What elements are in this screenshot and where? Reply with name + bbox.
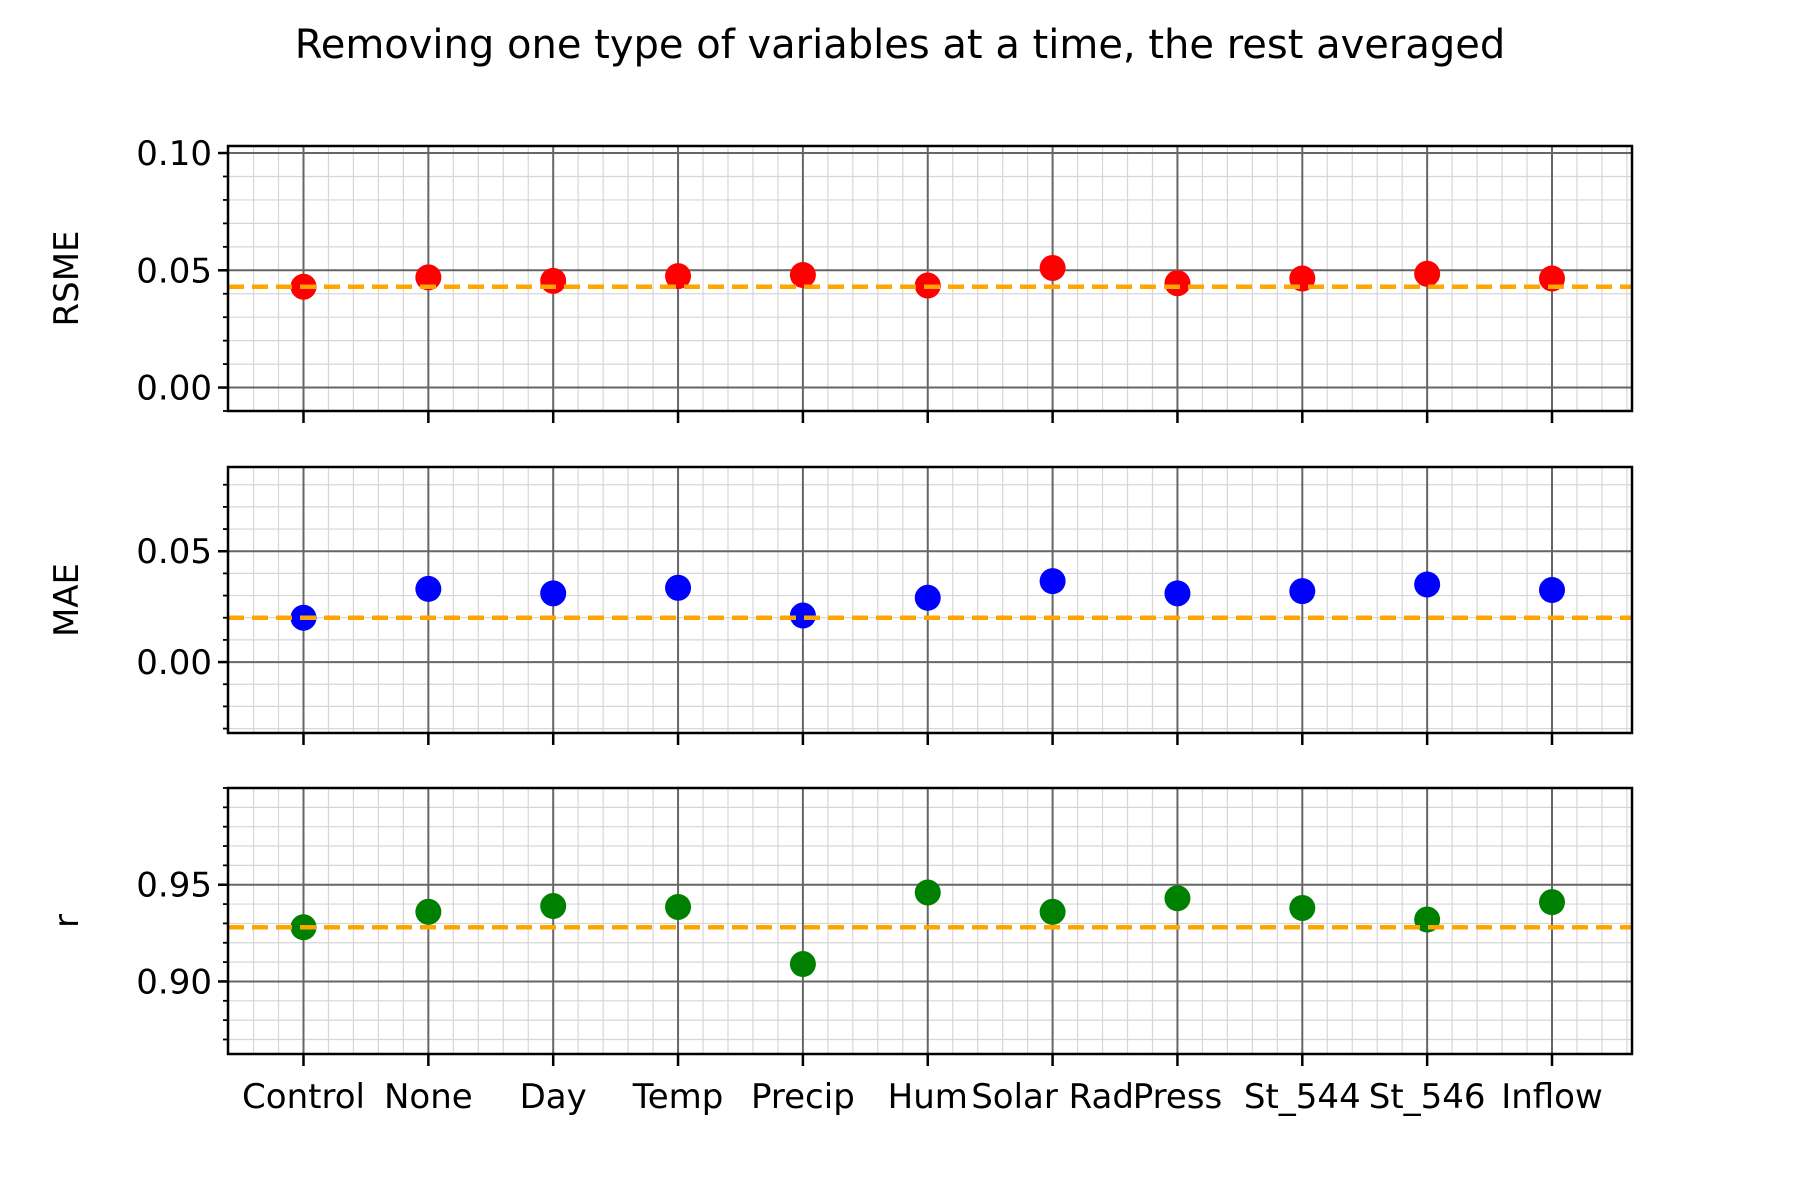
data-point-inflow (1539, 577, 1565, 604)
y-tick-label: 0.10 (136, 134, 212, 174)
panel-rsme: 0.00 0.05 0.10 RSME (47, 134, 1634, 423)
x-tick-label: Inflow (1501, 1077, 1603, 1117)
panels: 0.00 0.05 0.10 RSME 0.00 0.05 MAE 0.90 0.95 r Cont… (47, 134, 1634, 1117)
grid (228, 788, 1632, 1054)
plot-frame (226, 144, 1634, 413)
data-point-inflow (1539, 889, 1565, 916)
x-tick-label: Press (1133, 1077, 1222, 1117)
y-tick-label: 0.05 (136, 532, 212, 572)
panel-mae: 0.00 0.05 MAE (47, 465, 1634, 745)
data-point-temp (665, 574, 692, 601)
data-point-none (415, 264, 442, 291)
y-axis-label: r (47, 914, 87, 928)
data-point-st-546 (1414, 260, 1441, 287)
y-axis-label: MAE (47, 563, 87, 637)
data-point-precip (789, 261, 816, 288)
points (290, 568, 1565, 631)
y-tick-label: 0.95 (136, 866, 212, 906)
x-tick-label: Temp (632, 1077, 724, 1117)
data-point-st-544 (1289, 894, 1316, 921)
y-tick-label: 0.90 (136, 962, 212, 1002)
grid (228, 146, 1632, 411)
x-tick-label: St_546 (1369, 1077, 1486, 1117)
x-tick-label: Hum (888, 1077, 968, 1117)
y-tick-label: 0.00 (136, 369, 212, 409)
data-point-press (1164, 885, 1191, 912)
y-axis-label: RSME (47, 230, 87, 326)
data-point-day (540, 267, 567, 294)
x-tick-label: St_544 (1244, 1077, 1361, 1117)
panel-r: 0.90 0.95 r Control None Day Temp Precip Hum Sola… (47, 786, 1634, 1117)
x-tick-label: Control (242, 1077, 365, 1117)
chart-title: Removing one type of variables at a time… (295, 22, 1506, 68)
data-point-st-544 (1289, 578, 1316, 605)
data-point-precip (789, 951, 816, 978)
x-tick-label: None (384, 1077, 473, 1117)
x-tick-label: Day (520, 1077, 587, 1117)
x-tick-label: Precip (751, 1077, 855, 1117)
data-point-solar-rad (1039, 254, 1066, 281)
data-point-solar-rad (1039, 568, 1066, 595)
data-point-none (415, 898, 442, 925)
data-point-precip (789, 602, 816, 629)
plot-frame (226, 786, 1634, 1056)
data-point-day (540, 893, 567, 920)
data-point-temp (665, 893, 692, 920)
plot-frame (226, 465, 1634, 735)
x-tick-label: Solar Rad (971, 1077, 1134, 1117)
data-point-press (1164, 580, 1191, 607)
y-tick-label: 0.00 (136, 643, 212, 683)
data-point-none (415, 575, 442, 602)
data-point-st-546 (1414, 571, 1441, 598)
data-point-temp (665, 263, 692, 290)
data-point-day (540, 580, 567, 607)
data-point-hum (914, 584, 941, 611)
data-point-hum (914, 879, 941, 906)
y-tick-label: 0.05 (136, 251, 212, 291)
data-point-press (1164, 270, 1191, 297)
data-point-solar-rad (1039, 898, 1066, 925)
